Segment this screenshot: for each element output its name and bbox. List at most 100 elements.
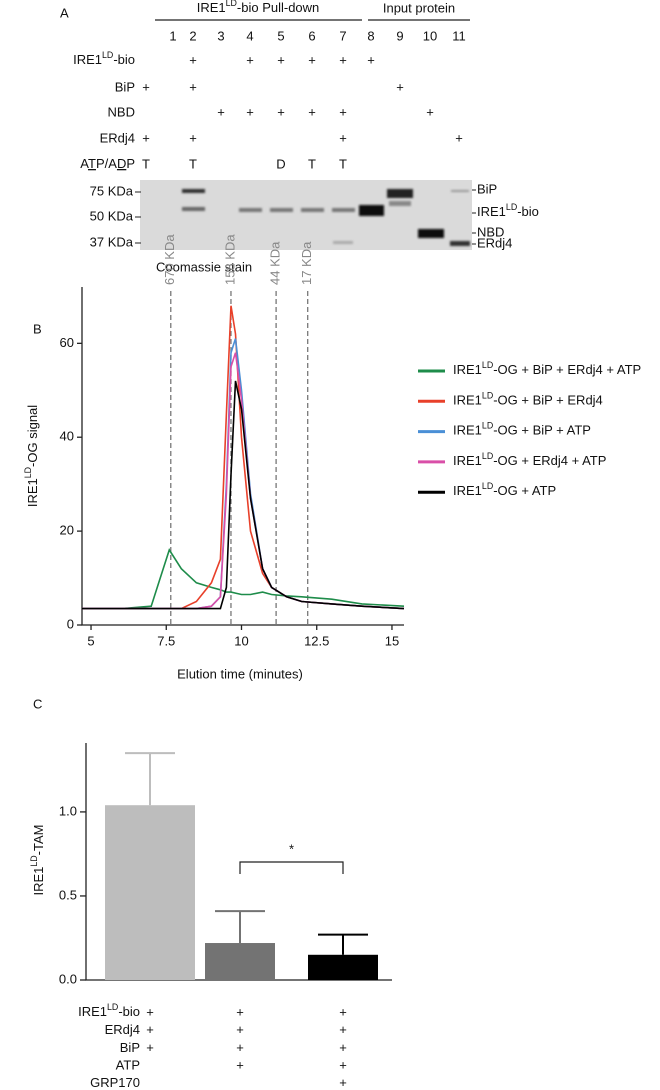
row-mark: T bbox=[189, 156, 197, 171]
text-part: -TAM bbox=[31, 824, 46, 855]
condition-mark: + bbox=[339, 1058, 347, 1073]
condition-mark: + bbox=[146, 1022, 154, 1037]
text-part: IRE1 bbox=[25, 478, 40, 507]
text-part: A bbox=[80, 156, 89, 171]
band-label: BiP bbox=[477, 181, 497, 196]
text-part: LD bbox=[482, 391, 493, 401]
gel bbox=[140, 180, 472, 250]
lane-number: 1 bbox=[169, 28, 176, 43]
text-part: -bio bbox=[118, 1004, 140, 1019]
text-part: P/A bbox=[96, 156, 117, 171]
row-mark: + bbox=[189, 52, 197, 67]
significance-bracket bbox=[239, 861, 344, 874]
legend-label: IRE1LD-OG + BiP + ATP bbox=[453, 421, 591, 438]
legend-label: IRE1LD-OG + ERdj4 + ATP bbox=[453, 451, 606, 468]
condition-mark: + bbox=[236, 1004, 244, 1019]
y-tick-label: 0 bbox=[67, 616, 74, 631]
row-mark: + bbox=[339, 104, 347, 119]
condition-mark: + bbox=[339, 1040, 347, 1055]
bar bbox=[308, 954, 378, 980]
lane-number: 9 bbox=[396, 28, 403, 43]
row-mark: + bbox=[339, 130, 347, 145]
row-mark: D bbox=[276, 156, 285, 171]
text-part: -OG + ATP bbox=[493, 484, 556, 499]
x-tick-label: 12.5 bbox=[304, 633, 329, 648]
lane-number: 5 bbox=[277, 28, 284, 43]
gel-bands bbox=[182, 189, 470, 246]
size-marker-label: 44 KDa bbox=[268, 241, 283, 285]
band-label: ERdj4 bbox=[477, 235, 512, 250]
y-tick-label: 1.0 bbox=[59, 803, 77, 818]
text-part: IRE1 bbox=[453, 423, 482, 438]
text-part: LD bbox=[482, 360, 493, 370]
text-part: -OG + ERdj4 + ATP bbox=[493, 453, 606, 468]
legend-label: IRE1LD-OG + BiP + ERdj4 + ATP bbox=[453, 360, 641, 377]
text-part: LD bbox=[226, 0, 237, 8]
row-mark: + bbox=[308, 104, 316, 119]
text-part: LD bbox=[102, 50, 113, 60]
text-part: IRE1 bbox=[477, 204, 506, 219]
row-mark: + bbox=[142, 130, 150, 145]
row-mark: + bbox=[339, 52, 347, 67]
row-mark: + bbox=[246, 52, 254, 67]
marker-label: 75 KDa bbox=[90, 183, 134, 198]
lane-number: 11 bbox=[452, 28, 466, 43]
x-tick-label: 7.5 bbox=[157, 633, 175, 648]
row-label: NBD bbox=[108, 104, 135, 119]
y-tick-label: 0.0 bbox=[59, 971, 77, 986]
y-tick-label: 60 bbox=[60, 335, 74, 350]
text-part: IRE1 bbox=[197, 0, 226, 15]
row-mark: + bbox=[455, 130, 463, 145]
text-part: IRE1 bbox=[453, 362, 482, 377]
condition-label: ERdj4 bbox=[105, 1022, 140, 1037]
x-tick-label: 15 bbox=[385, 633, 399, 648]
row-mark: + bbox=[308, 52, 316, 67]
series-line bbox=[82, 352, 405, 610]
row-label: BiP bbox=[115, 79, 135, 94]
text-part: LD bbox=[506, 202, 517, 212]
text-part: D bbox=[117, 156, 126, 171]
size-marker-label: 17 KDa bbox=[299, 241, 314, 285]
text-part: -OG signal bbox=[25, 405, 40, 467]
text-part: -bio Pull-down bbox=[237, 0, 319, 15]
text-part: LD bbox=[29, 855, 39, 866]
gel-caption: Coomassie stain bbox=[156, 259, 252, 274]
condition-label: ATP bbox=[116, 1058, 140, 1073]
x-axis-title: Elution time (minutes) bbox=[177, 666, 303, 681]
text-part: -OG + BiP + ATP bbox=[493, 423, 591, 438]
row-mark: + bbox=[217, 104, 225, 119]
condition-mark: + bbox=[236, 1022, 244, 1037]
text-part: IRE1 bbox=[453, 484, 482, 499]
text-part: -bio bbox=[113, 52, 135, 67]
bar bbox=[105, 805, 195, 980]
row-mark: T bbox=[308, 156, 316, 171]
panel-label: A bbox=[60, 5, 69, 20]
row-mark: + bbox=[277, 104, 285, 119]
panel-label: B bbox=[33, 321, 42, 336]
text-part: IRE1 bbox=[78, 1004, 107, 1019]
row-mark: + bbox=[396, 79, 404, 94]
text-part: LD bbox=[482, 482, 493, 492]
x-tick-label: 10 bbox=[234, 633, 248, 648]
legend-label: IRE1LD-OG + BiP + ERdj4 bbox=[453, 391, 603, 408]
band-label: IRE1LD-bio bbox=[477, 202, 539, 219]
row-label: ERdj4 bbox=[100, 130, 135, 145]
condition-mark: + bbox=[236, 1040, 244, 1055]
group-header: Input protein bbox=[383, 0, 455, 15]
y-tick-label: 0.5 bbox=[59, 887, 77, 902]
row-mark: + bbox=[426, 104, 434, 119]
row-mark: + bbox=[142, 79, 150, 94]
condition-label: GRP170 bbox=[90, 1075, 140, 1090]
x-tick-label: 5 bbox=[87, 633, 94, 648]
row-mark: + bbox=[189, 130, 197, 145]
row-label: IRE1LD-bio bbox=[73, 50, 135, 67]
series-line bbox=[82, 338, 405, 610]
condition-mark: + bbox=[236, 1058, 244, 1073]
marker-label: 50 KDa bbox=[90, 208, 134, 223]
text-part: IRE1 bbox=[453, 393, 482, 408]
row-mark: + bbox=[367, 52, 375, 67]
y-axis-title: IRE1LD-OG signal bbox=[23, 405, 40, 507]
row-mark: + bbox=[189, 79, 197, 94]
significance-label: * bbox=[289, 841, 294, 856]
bar bbox=[205, 943, 275, 980]
